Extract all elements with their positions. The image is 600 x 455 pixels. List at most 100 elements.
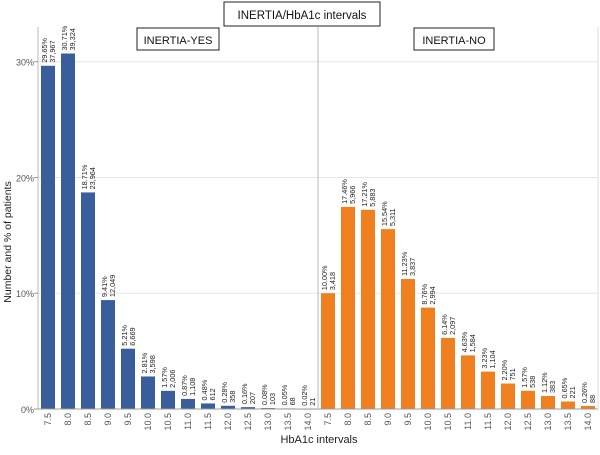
- chart-title: INERTIA/HbA1c intervals: [238, 10, 367, 22]
- x-tick-label: 11.5: [203, 413, 213, 430]
- data-label-percent: 0.26%: [580, 382, 589, 403]
- x-tick-label: 9.5: [403, 413, 413, 426]
- chart-title-box: [223, 1, 381, 27]
- bar: [101, 300, 115, 409]
- bar: [241, 407, 255, 409]
- x-axis-label: HbA1c intervals: [280, 434, 358, 446]
- x-tick-label: 13.5: [563, 413, 573, 431]
- x-tick-label: 10.0: [143, 413, 153, 431]
- data-label-percent: 5.21%: [120, 324, 129, 345]
- x-tick-label: 13.0: [263, 413, 273, 431]
- y-tick-label: 0%: [21, 405, 34, 415]
- panel-header-no: INERTIA-NO: [422, 35, 486, 47]
- x-tick-label: 14.0: [583, 413, 593, 431]
- x-tick-label: 10.5: [443, 413, 453, 431]
- data-label-percent: 0.16%: [240, 383, 249, 404]
- data-label-count: 538: [528, 376, 537, 388]
- bar: [181, 398, 195, 409]
- data-label-count: 37,967: [48, 40, 57, 62]
- data-label-percent: 0.48%: [200, 379, 209, 400]
- x-tick-label: 7.5: [43, 413, 53, 426]
- data-label-count: 21: [308, 398, 317, 406]
- x-tick-label: 10.0: [423, 413, 433, 431]
- x-tick-label: 13.5: [283, 413, 293, 431]
- bar: [481, 371, 495, 409]
- data-label-count: 5,311: [388, 208, 397, 226]
- data-label-percent: 17.46%: [340, 179, 349, 204]
- data-label-count: 2,097: [448, 317, 457, 335]
- data-label-count: 207: [248, 392, 257, 404]
- bar: [341, 206, 355, 409]
- data-label-percent: 29.65%: [40, 38, 49, 63]
- data-label-count: 23,964: [88, 167, 97, 189]
- y-axis-label: Number and % of patients: [2, 181, 14, 302]
- data-label-count: 103: [268, 393, 277, 405]
- bar: [381, 229, 395, 409]
- data-label-percent: 30.71%: [60, 25, 69, 50]
- bar: [201, 403, 215, 409]
- x-tick-label: 11.5: [483, 413, 493, 430]
- panel-header-box-no: [413, 27, 495, 51]
- data-label-count: 2,994: [428, 286, 437, 304]
- data-label-count: 3,418: [328, 272, 337, 290]
- x-tick-label: 13.0: [543, 413, 553, 431]
- data-label-percent: 9.41%: [100, 276, 109, 297]
- y-tick-label: 30%: [16, 58, 34, 68]
- x-tick-label: 9.0: [383, 413, 393, 426]
- data-label-count: 1,104: [488, 350, 497, 368]
- data-label-percent: 0.08%: [260, 384, 269, 405]
- data-label-count: 1,584: [468, 334, 477, 352]
- bar: [401, 279, 415, 409]
- x-tick-label: 9.0: [103, 413, 113, 426]
- x-tick-label: 7.5: [323, 413, 333, 426]
- x-tick-label: 12.0: [223, 413, 233, 431]
- bar: [161, 390, 175, 409]
- data-label-percent: 6.14%: [440, 314, 449, 335]
- bar: [41, 65, 55, 410]
- x-tick-label: 11.0: [183, 413, 193, 430]
- bar: [321, 293, 335, 409]
- bar: [361, 209, 375, 409]
- x-tick-label: 8.0: [63, 413, 73, 426]
- data-label-count: 5,883: [368, 189, 377, 207]
- bar: [61, 53, 75, 409]
- data-label-percent: 0.65%: [560, 377, 569, 398]
- data-label-percent: 1.12%: [540, 372, 549, 393]
- x-tick-label: 8.5: [83, 413, 93, 426]
- x-tick-label: 8.0: [343, 413, 353, 426]
- panel-header-yes: INERTIA-YES: [144, 35, 213, 47]
- y-tick-label: 10%: [16, 289, 34, 299]
- data-label-count: 221: [568, 386, 577, 398]
- data-label-percent: 0.87%: [180, 375, 189, 396]
- data-label-count: 2,006: [168, 370, 177, 388]
- x-tick-label: 8.5: [363, 413, 373, 426]
- bar: [541, 396, 555, 409]
- data-label-percent: 1.57%: [520, 367, 529, 388]
- data-label-percent: 11.23%: [400, 251, 409, 276]
- data-label-count: 612: [208, 388, 217, 400]
- x-tick-label: 12.0: [503, 413, 513, 431]
- y-tick-label: 20%: [16, 173, 34, 183]
- data-label-percent: 4.63%: [460, 331, 469, 352]
- data-label-percent: 17.21%: [360, 182, 369, 207]
- data-label-count: 68: [288, 397, 297, 405]
- data-label-count: 358: [228, 391, 237, 403]
- data-label-percent: 0.28%: [220, 382, 229, 403]
- data-label-percent: 1.57%: [160, 367, 169, 388]
- data-label-count: 12,049: [108, 275, 117, 297]
- bar: [141, 376, 155, 409]
- data-label-count: 1,108: [188, 378, 197, 396]
- data-label-percent: 10.00%: [320, 265, 329, 290]
- data-label-count: 88: [588, 395, 597, 403]
- bars-layer: [41, 53, 595, 410]
- axis-layer: 0% 10% 20% 30% 7.5 8.0 8.5 9.0 9.5 10.0 10.5 11.0 11…: [16, 27, 599, 431]
- data-label-count: 6,669: [128, 327, 137, 345]
- data-label-percent: 2.81%: [140, 352, 149, 373]
- bar: [581, 405, 595, 409]
- x-tick-label: 12.5: [243, 413, 253, 431]
- bar: [421, 307, 435, 409]
- data-label-count: 383: [548, 381, 557, 393]
